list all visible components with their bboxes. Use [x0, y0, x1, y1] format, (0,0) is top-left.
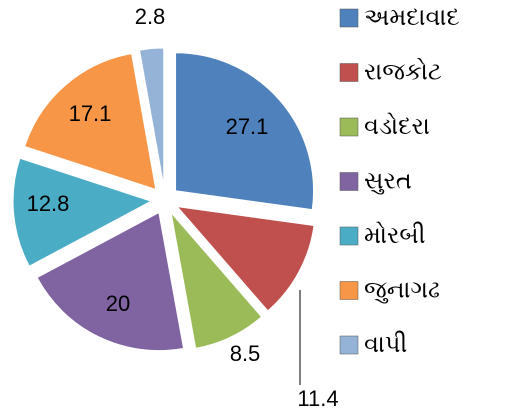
legend-label: વાપી	[364, 330, 407, 358]
legend-label: અમદાવાદ	[364, 3, 460, 31]
data-label: 8.5	[230, 341, 261, 366]
legend-swatch	[339, 63, 359, 82]
pie-slice	[24, 52, 157, 191]
pie-slice	[175, 52, 315, 211]
pie-slice	[170, 210, 263, 349]
data-label: 27.1	[226, 114, 269, 139]
pie-slice	[36, 211, 185, 352]
legend-swatch	[339, 226, 359, 246]
legend-label: વડોદરા	[364, 112, 430, 140]
data-label: 2.8	[135, 4, 166, 29]
legend-swatch	[339, 117, 359, 137]
pie-slice	[176, 205, 315, 312]
data-label: 17.1	[69, 101, 112, 126]
legend-swatch	[339, 8, 359, 28]
pie-slice	[138, 47, 165, 187]
data-label: 11.4	[297, 386, 338, 411]
legend-label: મોરબી	[364, 221, 426, 249]
legend-label: રાજકોટ	[364, 58, 442, 86]
legend-swatch	[339, 281, 359, 300]
data-label: 12.8	[27, 191, 70, 216]
pie-slice	[12, 157, 153, 267]
legend-swatch	[339, 172, 359, 191]
legend-label: સુરત	[364, 167, 412, 195]
legend-swatch	[339, 335, 359, 355]
data-label: 20	[106, 291, 130, 316]
legend-label: જુનાગઢ	[364, 276, 440, 304]
